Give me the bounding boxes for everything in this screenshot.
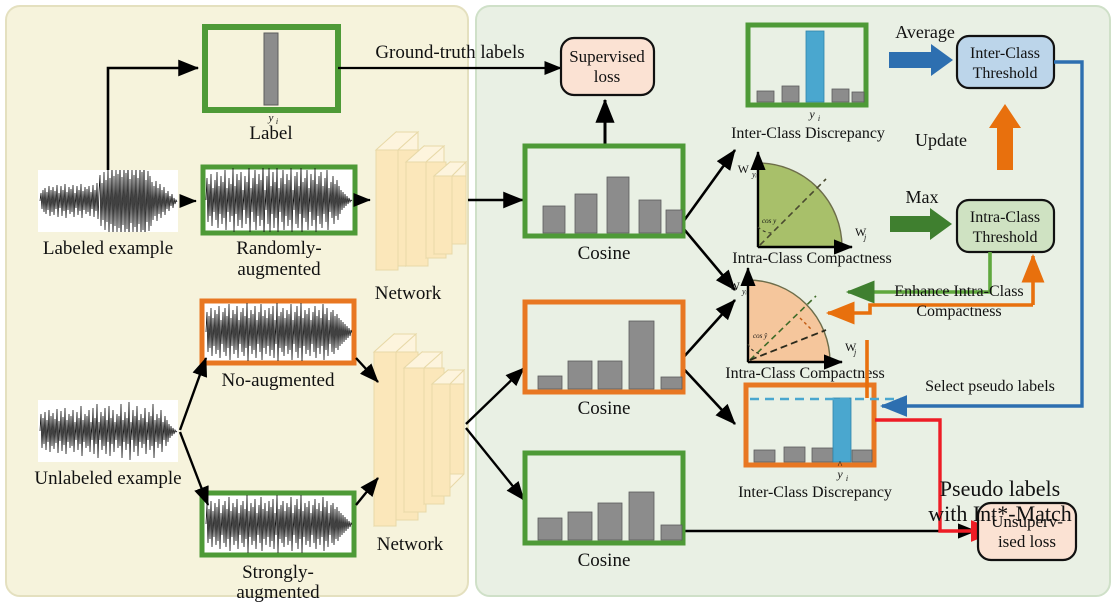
strongly-augmented-caption-line1: Strongly-: [242, 562, 314, 583]
arc-green-x-axis-label: W: [855, 225, 867, 239]
unlabeled-example-waveform: [38, 400, 178, 462]
enhance-label-line2: Compactness: [916, 303, 1001, 320]
label-box-symbol: y: [268, 112, 274, 124]
randomly-augmented-box: [200, 164, 358, 236]
enhance-label-line1: Enhance Intra-Class: [894, 283, 1023, 300]
average-label: Average: [895, 22, 955, 42]
cosine-weak-caption: Cosine: [578, 398, 631, 419]
inter-class-top-symbol-sub: i: [818, 114, 820, 123]
arc-green: W yᵢ W j cos y: [738, 151, 867, 255]
supervised-loss-line1: Supervised: [569, 47, 645, 66]
randomly-augmented-caption-line1: Randomly-: [236, 238, 322, 259]
inter-class-bottom-highlight-bar: [832, 397, 852, 463]
arc-orange-bottom-title: Intra-Class Compactness: [725, 365, 885, 382]
arc-orange: W yᵢ W j cos ŷ: [729, 267, 857, 370]
unsupervised-loss-line1: Unsuperv-: [991, 512, 1063, 531]
intra-class-threshold-line2: Threshold: [973, 229, 1038, 246]
label-box: [202, 24, 341, 113]
supervised-loss: Supervised loss: [559, 36, 656, 97]
flow-arrows-black: [106, 59, 977, 539]
cosine-weak-box: [522, 299, 686, 395]
enhance-green-feedback-line: [845, 252, 992, 304]
inter-class-bottom-symbol-sub: i: [846, 474, 848, 483]
max-arrow: [890, 208, 952, 240]
inter-class-discrepancy-bottom-box: [743, 382, 905, 468]
network-unlabeled: [372, 332, 466, 528]
cosine-supervised-caption: Cosine: [578, 243, 631, 264]
inter-class-bottom-symbol-hat: ^: [838, 460, 843, 471]
pseudo-labels-title-line2: with Int*-Match: [928, 501, 1072, 526]
inter-class-top-highlight-bar: [805, 30, 825, 103]
arc-orange-x-axis-sub: j: [853, 348, 857, 357]
update-label: Update: [915, 130, 967, 150]
network-labeled: [374, 130, 468, 272]
average-arrow: [889, 44, 953, 76]
labeled-example-caption: Labeled example: [43, 238, 173, 259]
enhance-orange-feedback-line: [825, 253, 1045, 398]
strongly-augmented-box: [199, 490, 357, 558]
arc-orange-x-axis-label: W: [845, 340, 857, 354]
no-augmented-caption: No-augmented: [222, 370, 335, 391]
intra-class-threshold: Intra-Class Threshold: [955, 198, 1056, 254]
arc-green-y-axis-label: W: [738, 162, 750, 176]
cosine-supervised-box: [522, 143, 686, 239]
randomly-augmented-caption-line2: augmented: [237, 259, 321, 280]
arc-orange-y-axis-label: W: [729, 279, 741, 293]
inter-class-discrepancy-bottom-caption: Inter-Class Discrepancy: [738, 484, 892, 501]
labeled-example-waveform: [38, 170, 178, 232]
arc-green-x-axis-sub: j: [863, 233, 867, 242]
pseudo-to-unsupervised-line: [875, 418, 999, 542]
ground-truth-labels-arrow-label: Ground-truth labels: [375, 42, 524, 63]
inter-class-discrepancy-top-box: [745, 22, 869, 108]
cosine-strong-box: [522, 450, 686, 546]
network-labeled-caption: Network: [375, 283, 442, 304]
strongly-augmented-caption-line2: augmented: [236, 582, 320, 602]
arc-orange-y-axis-sub: yᵢ: [741, 287, 747, 296]
unsupervised-loss: Unsuperv- ised loss: [976, 501, 1078, 562]
supervised-loss-line2: loss: [594, 67, 620, 86]
unsupervised-loss-line2: ised loss: [998, 532, 1056, 551]
label-box-symbol-sub: i: [276, 117, 278, 126]
arc-orange-inner-label: cos ŷ: [753, 332, 768, 340]
unlabeled-example-caption: Unlabeled example: [34, 468, 181, 489]
max-label: Max: [906, 187, 939, 207]
select-pseudo-labels-label: Select pseudo labels: [925, 378, 1055, 395]
update-arrow: [989, 104, 1021, 170]
pseudo-labels-title-line1: Pseudo labels: [940, 476, 1060, 501]
arc-green-bottom-title: Intra-Class Compactness: [732, 250, 892, 267]
no-augmented-box: [199, 298, 357, 366]
intra-class-threshold-line1: Intra-Class: [970, 209, 1040, 226]
inter-class-threshold: Inter-Class Threshold: [955, 34, 1056, 90]
inter-class-top-symbol: y: [808, 107, 815, 121]
select-pseudo-labels-line: [879, 60, 1084, 417]
arc-green-y-axis-sub: yᵢ: [751, 170, 757, 179]
label-box-caption: Label: [249, 123, 292, 144]
inter-class-discrepancy-top-caption: Inter-Class Discrepancy: [731, 125, 885, 142]
network-unlabeled-caption: Network: [377, 534, 444, 555]
inter-class-threshold-line1: Inter-Class: [970, 45, 1040, 62]
inter-class-bottom-symbol: y: [836, 467, 843, 481]
inter-class-threshold-line2: Threshold: [973, 65, 1038, 82]
cosine-strong-caption: Cosine: [578, 550, 631, 571]
arc-green-inner-label: cos y: [762, 217, 777, 225]
